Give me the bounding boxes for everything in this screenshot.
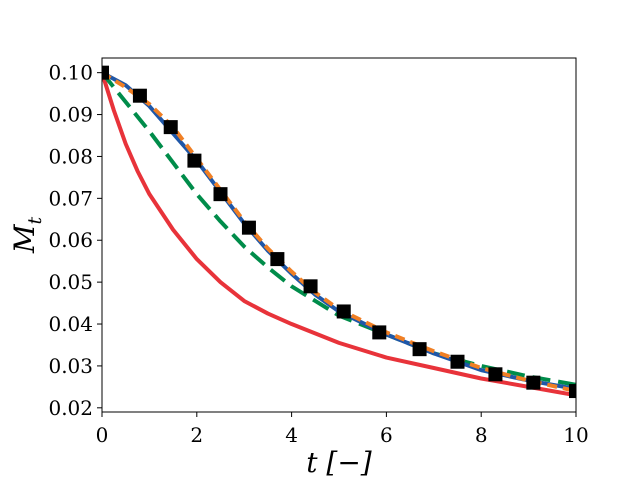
data-point <box>187 153 202 168</box>
y-tick-label: 0.07 <box>48 186 93 210</box>
data-point <box>569 384 576 399</box>
data-point <box>412 342 427 357</box>
x-axis: 0 2 4 6 8 10 <box>96 412 589 447</box>
data-point <box>102 65 109 80</box>
x-tick-label: 4 <box>285 423 298 447</box>
data-point <box>450 354 465 369</box>
data-point <box>132 88 147 103</box>
x-tick-label: 8 <box>475 423 488 447</box>
data-point <box>270 252 285 267</box>
x-tick-label: 0 <box>96 423 109 447</box>
series-line-1 <box>102 72 576 398</box>
y-tick-label: 0.06 <box>48 228 93 252</box>
data-point <box>526 375 541 390</box>
data-point <box>303 279 318 294</box>
y-tick-label: 0.10 <box>48 61 93 85</box>
x-tick-label: 10 <box>563 423 588 447</box>
data-point <box>241 220 256 235</box>
x-tick-label: 6 <box>380 423 393 447</box>
x-axis-label: t [−] <box>306 446 372 479</box>
y-tick-label: 0.02 <box>48 396 93 420</box>
x-tick-label: 2 <box>190 423 203 447</box>
data-point <box>336 304 351 319</box>
data-point <box>213 187 228 202</box>
data-point <box>372 325 387 340</box>
y-axis: 0.02 0.03 0.04 0.05 0.06 0.07 0.08 0.09 0.10 <box>48 61 102 420</box>
data-point <box>163 120 178 135</box>
y-tick-label: 0.04 <box>48 312 93 336</box>
plot-area <box>102 65 576 399</box>
y-tick-label: 0.05 <box>48 270 93 294</box>
y-tick-label: 0.09 <box>48 103 93 127</box>
y-tick-label: 0.08 <box>48 144 93 168</box>
data-point <box>488 367 503 382</box>
plot-frame <box>101 57 577 413</box>
y-tick-label: 0.03 <box>48 354 93 378</box>
